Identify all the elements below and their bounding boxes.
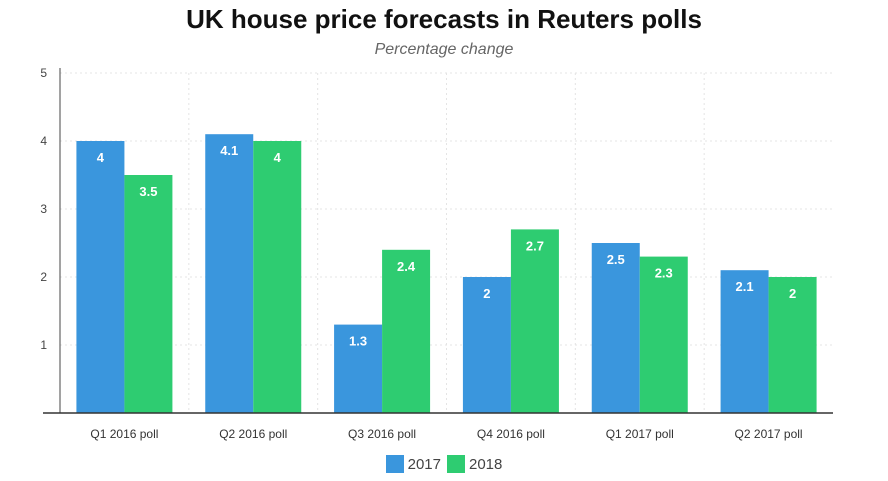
legend-label-2017: 2017 — [407, 455, 441, 473]
legend-item-2017[interactable]: 2017 — [385, 455, 441, 473]
bar-2018 — [253, 141, 302, 413]
legend-item-2018[interactable]: 2018 — [447, 455, 502, 473]
data-label-2018: 2.3 — [655, 266, 673, 281]
bar-2018 — [768, 277, 817, 413]
bar-2017 — [720, 270, 769, 413]
y-tick-label: 1 — [40, 338, 47, 352]
bar-2018 — [639, 256, 688, 413]
x-tick-label: Q1 2017 poll — [606, 427, 674, 441]
bar-2018 — [124, 175, 173, 413]
y-tick-label: 3 — [40, 202, 47, 216]
data-label-2018: 4 — [274, 150, 282, 165]
chart-subtitle: Percentage change — [374, 41, 514, 58]
data-label-2017: 2.1 — [736, 279, 754, 294]
x-tick-label: Q3 2016 poll — [348, 427, 416, 441]
y-tick-label: 5 — [40, 66, 47, 80]
bar-2017 — [462, 277, 511, 413]
data-label-2018: 2 — [789, 286, 796, 301]
data-label-2018: 3.5 — [139, 184, 157, 199]
data-label-2018: 2.4 — [397, 259, 416, 274]
bar-2017 — [76, 141, 125, 413]
data-label-2017: 1.3 — [349, 334, 367, 349]
legend-label-2018: 2018 — [469, 455, 503, 473]
data-label-2017: 2.5 — [607, 252, 625, 267]
bar-2017 — [334, 324, 383, 413]
y-tick-label: 4 — [40, 134, 47, 148]
legend-swatch-2017 — [385, 455, 404, 473]
x-tick-label: Q2 2017 poll — [735, 427, 803, 441]
y-tick-label: 2 — [40, 270, 47, 284]
x-tick-label: Q4 2016 poll — [477, 427, 545, 441]
data-label-2017: 2 — [483, 286, 490, 301]
bar-2018 — [382, 249, 431, 413]
legend-swatch-2018 — [447, 455, 465, 473]
data-label-2017: 4.1 — [220, 143, 238, 158]
x-tick-label: Q1 2016 poll — [90, 427, 158, 441]
data-label-2017: 4 — [97, 150, 105, 165]
bar-2018 — [510, 229, 559, 413]
x-tick-label: Q2 2016 poll — [219, 427, 287, 441]
legend: 2017 2018 — [0, 455, 888, 473]
bar-2017 — [205, 134, 254, 413]
bar-2017 — [591, 243, 640, 413]
chart-title: UK house price forecasts in Reuters poll… — [186, 4, 702, 34]
data-label-2018: 2.7 — [526, 238, 544, 253]
